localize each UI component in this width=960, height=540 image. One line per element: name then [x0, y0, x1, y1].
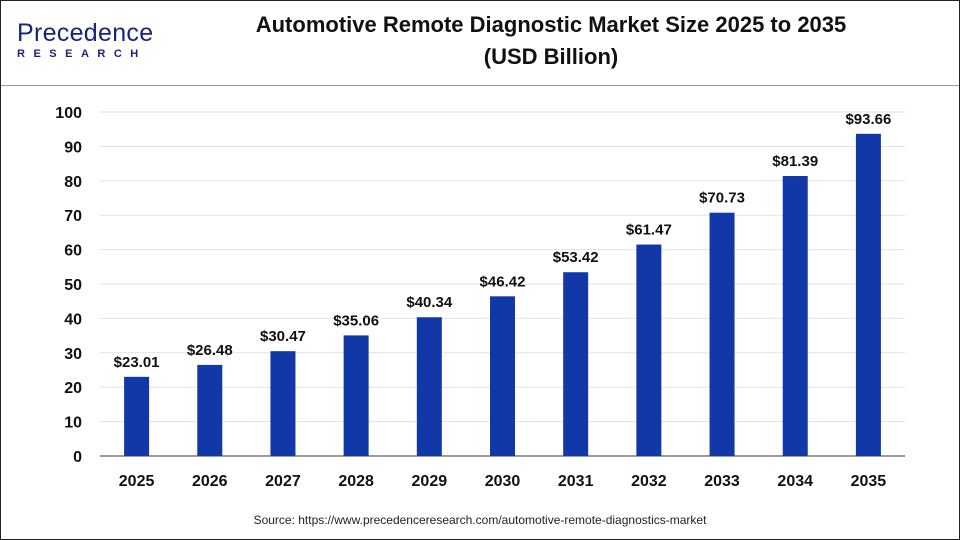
data-label: $26.48 — [187, 342, 233, 359]
bar — [855, 133, 881, 456]
y-tick-label: 100 — [55, 105, 82, 122]
data-label: $30.47 — [260, 328, 306, 345]
x-tick-label: 2032 — [631, 473, 667, 490]
source-text: Source: https://www.precedenceresearch.c… — [253, 513, 707, 527]
x-tick-label: 2031 — [558, 473, 594, 490]
data-label: $23.01 — [114, 354, 160, 371]
data-label: $46.42 — [480, 273, 526, 290]
x-tick-label: 2035 — [851, 473, 887, 490]
x-tick-label: 2026 — [192, 473, 228, 490]
data-label: $40.34 — [406, 294, 453, 311]
data-label: $81.39 — [772, 153, 818, 170]
data-label: $35.06 — [333, 312, 379, 329]
bar — [197, 364, 223, 456]
y-tick-label: 70 — [64, 208, 82, 225]
logo-text: Precedence — [17, 19, 154, 47]
chart-title: Automotive Remote Diagnostic Market Size… — [191, 9, 911, 73]
y-tick-label: 40 — [64, 311, 82, 328]
x-tick-label: 2027 — [265, 473, 301, 490]
bar — [636, 244, 662, 456]
y-tick-label: 20 — [64, 380, 82, 397]
data-label: $61.47 — [626, 222, 672, 239]
title-line-2: (USD Billion) — [483, 44, 619, 69]
title-line-1: Automotive Remote Diagnostic Market Size… — [255, 12, 847, 37]
x-tick-label: 2033 — [704, 473, 740, 490]
data-label: $53.42 — [553, 249, 599, 266]
bar — [343, 335, 369, 456]
bar — [782, 176, 808, 456]
y-tick-label: 0 — [73, 449, 82, 466]
x-tick-label: 2029 — [412, 473, 448, 490]
y-tick-label: 90 — [64, 139, 82, 156]
data-label: $93.66 — [845, 111, 891, 128]
bar — [270, 351, 296, 456]
bar — [709, 212, 735, 456]
x-tick-label: 2034 — [777, 473, 813, 490]
bar — [416, 317, 442, 456]
precedence-research-logo: Precedence RESEARCH — [17, 21, 157, 65]
bar — [563, 272, 589, 456]
y-tick-label: 80 — [64, 174, 82, 191]
logo-subtext: RESEARCH — [17, 48, 147, 60]
x-tick-label: 2025 — [119, 473, 155, 490]
x-tick-label: 2028 — [338, 473, 374, 490]
y-tick-label: 30 — [64, 346, 82, 363]
bar — [124, 376, 150, 456]
data-label: $70.73 — [699, 190, 745, 207]
y-tick-label: 10 — [64, 415, 82, 432]
y-tick-label: 50 — [64, 277, 82, 294]
header: Precedence RESEARCH Automotive Remote Di… — [1, 1, 959, 86]
x-tick-label: 2030 — [485, 473, 521, 490]
bar — [490, 296, 515, 456]
y-tick-label: 60 — [64, 243, 82, 260]
